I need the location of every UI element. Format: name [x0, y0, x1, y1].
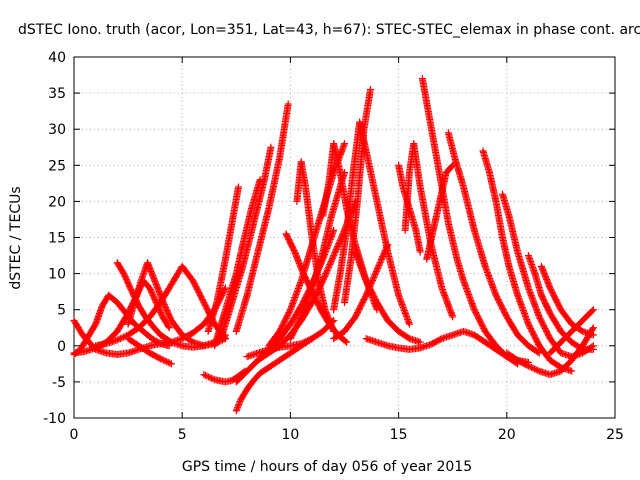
- data-point: [323, 268, 331, 276]
- data-point: [303, 337, 311, 345]
- data-point: [302, 337, 310, 345]
- data-point: [326, 260, 334, 268]
- data-point: [325, 262, 333, 270]
- data-point: [208, 374, 216, 382]
- data-point: [232, 407, 240, 415]
- series-arc: [124, 335, 175, 368]
- data-point: [115, 335, 123, 343]
- data-point: [163, 358, 171, 366]
- data-point: [233, 405, 241, 413]
- data-point: [324, 265, 332, 273]
- data-point: [200, 371, 208, 379]
- data-point: [321, 271, 329, 279]
- data-point: [201, 371, 209, 379]
- data-point: [337, 235, 345, 243]
- data-point: [329, 253, 337, 261]
- data-point: [328, 255, 336, 263]
- series-arc: [217, 143, 275, 343]
- data-point: [328, 256, 336, 264]
- data-point: [333, 243, 341, 251]
- y-tick-label: 15: [48, 231, 66, 247]
- data-point: [161, 357, 169, 365]
- y-tick-label: 25: [48, 158, 66, 174]
- data-point: [235, 399, 243, 407]
- y-tick-label: 30: [48, 122, 66, 138]
- data-point: [209, 375, 217, 383]
- data-point: [204, 373, 212, 381]
- data-point: [297, 340, 305, 348]
- axis-ticks: 0 5 10 15 20 25 -10 -5 0 5 10 15 20 25 30 35 40: [43, 50, 624, 443]
- data-point: [203, 372, 211, 380]
- data-point: [164, 358, 172, 366]
- data-point: [118, 334, 126, 342]
- data-layer: [70, 75, 597, 415]
- data-point: [321, 272, 329, 280]
- y-tick-label: 40: [48, 50, 66, 66]
- series-arc: [232, 100, 292, 335]
- data-point: [221, 285, 229, 293]
- x-tick-label: 10: [281, 427, 299, 443]
- y-tick-label: 20: [48, 194, 66, 210]
- data-point: [305, 336, 313, 344]
- data-point: [335, 238, 343, 246]
- data-point: [158, 356, 166, 364]
- data-point: [267, 143, 275, 151]
- data-point: [119, 333, 127, 341]
- data-point: [234, 183, 242, 191]
- y-tick-label: 5: [57, 303, 66, 319]
- x-tick-label: 15: [390, 427, 408, 443]
- x-tick-label: 0: [70, 427, 79, 443]
- data-point: [322, 269, 330, 277]
- data-point: [320, 274, 328, 282]
- y-tick-label: 0: [57, 339, 66, 355]
- data-point: [286, 307, 294, 315]
- data-point: [160, 356, 168, 364]
- data-point: [166, 359, 174, 367]
- data-point: [333, 244, 341, 252]
- data-point: [234, 404, 242, 412]
- x-axis-label: GPS time / hours of day 056 of year 2015: [182, 459, 472, 475]
- chart-title: dSTEC Iono. truth (acor, Lon=351, Lat=43…: [18, 22, 640, 38]
- data-point: [164, 322, 172, 330]
- data-point: [234, 402, 242, 410]
- data-point: [299, 339, 307, 347]
- y-tick-label: -5: [52, 375, 66, 391]
- data-point: [334, 241, 342, 249]
- data-point: [235, 401, 243, 409]
- data-point: [330, 250, 338, 258]
- series-arc: [232, 335, 316, 415]
- data-point: [113, 336, 121, 344]
- y-axis-label: dSTEC / TECUs: [8, 186, 24, 289]
- data-point: [221, 284, 229, 292]
- y-tick-label: -10: [43, 411, 66, 427]
- x-tick-label: 20: [498, 427, 516, 443]
- data-point: [326, 259, 334, 267]
- data-point: [335, 240, 343, 248]
- data-point: [165, 324, 173, 332]
- series-arc: [124, 259, 229, 350]
- y-tick-label: 35: [48, 86, 66, 102]
- data-point: [330, 252, 338, 260]
- series-arc: [204, 183, 242, 335]
- data-point: [336, 237, 344, 245]
- data-point: [332, 246, 340, 254]
- data-point: [284, 100, 292, 108]
- data-point: [323, 266, 331, 274]
- data-point: [327, 257, 335, 265]
- data-point: [157, 355, 165, 363]
- x-tick-label: 25: [606, 427, 624, 443]
- data-point: [167, 360, 175, 368]
- x-tick-label: 5: [178, 427, 187, 443]
- data-point: [206, 374, 214, 382]
- data-point: [325, 263, 333, 271]
- data-point: [116, 335, 124, 343]
- data-point: [331, 249, 339, 257]
- y-tick-label: 10: [48, 267, 66, 283]
- data-point: [332, 247, 340, 255]
- data-point: [300, 338, 308, 346]
